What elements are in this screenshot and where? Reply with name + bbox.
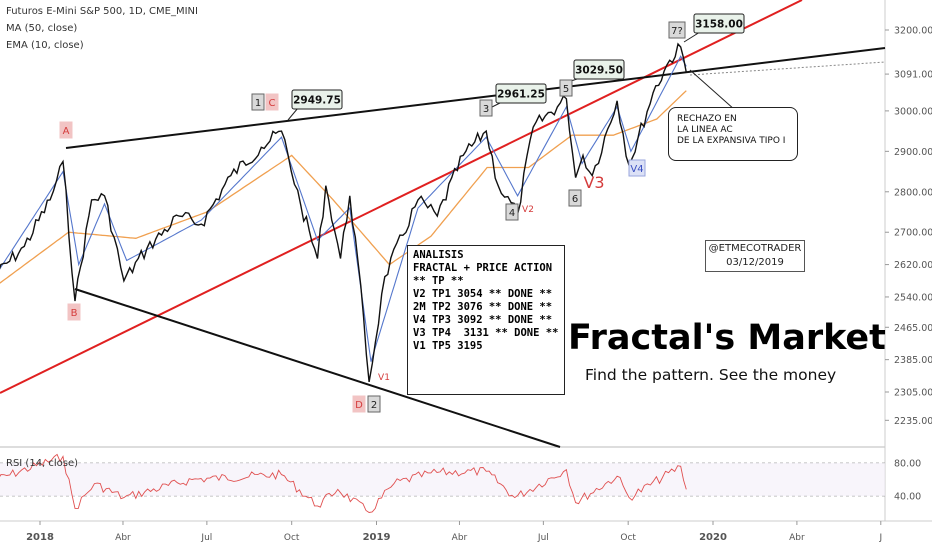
author-box: @ETMECOTRADER 03/12/2019 — [705, 240, 805, 272]
x-tick-label: 2018 — [26, 532, 54, 543]
price-callout-box — [495, 83, 547, 104]
analysis-line: V4 TP3 3092 ** DONE ** — [413, 314, 553, 326]
note-callout: RECHAZO EN LA LINEA AC DE LA EXPANSIVA T… — [668, 107, 798, 161]
x-tick-label: Abr — [452, 533, 468, 543]
y-tick-label: 2465.00 — [894, 323, 932, 334]
wave-label: V2 — [522, 205, 534, 215]
y-tick-label: 2540.00 — [894, 292, 932, 303]
wave-label: D — [355, 400, 363, 411]
wave-label-box — [265, 93, 279, 111]
wave-label-box — [479, 99, 493, 117]
wave-label: 1 — [255, 98, 261, 109]
wave-label-box — [367, 395, 381, 413]
wave-label-box — [251, 93, 265, 111]
note-pointer — [689, 69, 736, 111]
wave-label: 5 — [563, 84, 569, 95]
wave-label-box — [352, 395, 366, 413]
x-tick-label: Oct — [620, 533, 636, 543]
rsi-line — [0, 453, 687, 513]
price-callout-box — [573, 59, 625, 80]
price-callout-label: 3158.00 — [695, 19, 743, 31]
wave-label: V3 — [583, 173, 604, 192]
ema10-line — [0, 55, 687, 362]
y-tick-label: 2305.00 — [894, 388, 932, 399]
symbol-legend[interactable]: Futuros E-Mini S&P 500, 1D, CME_MINI — [6, 6, 198, 17]
wave-label: 2 — [371, 400, 377, 411]
wave-label-box — [559, 79, 573, 97]
wave-label-box — [67, 303, 81, 321]
wave-label-box — [59, 121, 73, 139]
wave-label: V1 — [378, 373, 390, 383]
projection-line — [689, 61, 886, 76]
author-date: 03/12/2019 — [726, 257, 784, 268]
x-tick-label: Abr — [789, 533, 805, 543]
author-handle: @ETMECOTRADER — [708, 243, 802, 254]
y-tick-label: 2800.00 — [894, 187, 932, 198]
price-callout-pointer — [287, 107, 299, 121]
price-callout-label: 2961.25 — [497, 89, 545, 101]
red-channel-line — [0, 0, 803, 394]
note-line: LA LINEA AC — [677, 125, 733, 135]
wave-label: C — [269, 98, 276, 109]
x-tick-label: 2020 — [699, 532, 727, 543]
x-tick-label: Abr — [115, 533, 131, 543]
note-line: RECHAZO EN — [677, 114, 737, 124]
upper-trend-line-ac — [65, 47, 886, 149]
wave-label: V4 — [630, 164, 643, 175]
analysis-line: ** TP ** — [413, 275, 464, 287]
x-tick-label: 2019 — [363, 532, 391, 543]
rsi-tick-label: 40.00 — [894, 492, 921, 503]
brand-subtitle: Find the pattern. See the money — [585, 366, 837, 384]
y-tick-label: 3200.00 — [894, 26, 932, 37]
wave-label-box — [668, 21, 686, 39]
ema-legend[interactable]: EMA (10, close) — [6, 40, 84, 51]
brand-title: Fractal's Market — [568, 318, 886, 358]
x-tick-label: Jul — [200, 533, 212, 543]
analysis-box: ANALISIS FRACTAL + PRICE ACTION ** TP **… — [407, 245, 565, 395]
analysis-line: ANALISIS — [413, 249, 464, 261]
rsi-tick-label: 80.00 — [894, 459, 921, 470]
x-tick-label: Jul — [537, 533, 549, 543]
price-callout-pointer — [683, 31, 701, 43]
analysis-line: V2 TP1 3054 ** DONE ** — [413, 288, 553, 300]
analysis-line: 2M TP2 3076 ** DONE ** — [413, 301, 553, 313]
analysis-line: V1 TP5 3195 — [413, 340, 483, 352]
y-tick-label: 2235.00 — [894, 416, 932, 427]
y-tick-label: 3091.00 — [894, 70, 932, 81]
analysis-line: V3 TP4 3131 ** DONE ** — [413, 327, 559, 339]
wave-label-box — [505, 203, 519, 221]
y-tick-label: 2700.00 — [894, 228, 932, 239]
x-tick-label: Oct — [284, 533, 300, 543]
note-line: DE LA EXPANSIVA TIPO I — [677, 136, 786, 146]
price-line — [0, 42, 687, 383]
x-tick-label: J — [878, 533, 882, 543]
rsi-legend[interactable]: RSI (14, close) — [6, 458, 79, 469]
wave-label-box — [568, 189, 582, 207]
y-tick-label: 3000.00 — [894, 106, 932, 117]
wave-label-box — [628, 159, 646, 177]
wave-label: 4 — [509, 208, 515, 219]
wave-label: 3 — [483, 104, 489, 115]
price-callout-label: 2949.75 — [293, 95, 341, 107]
ma-legend[interactable]: MA (50, close) — [6, 23, 78, 34]
y-tick-label: 2385.00 — [894, 355, 932, 366]
price-callout-label: 3029.50 — [575, 65, 623, 77]
wave-label: A — [63, 126, 70, 137]
wave-label: 7? — [671, 26, 683, 37]
wave-label: 6 — [572, 194, 578, 205]
price-callout-box — [693, 13, 745, 34]
wave-label: B — [71, 308, 78, 319]
lower-trend-line-bd — [74, 288, 561, 448]
analysis-line: FRACTAL + PRICE ACTION — [413, 262, 553, 274]
y-tick-label: 2900.00 — [894, 147, 932, 158]
y-tick-label: 2620.00 — [894, 260, 932, 271]
price-callout-box — [291, 89, 343, 110]
